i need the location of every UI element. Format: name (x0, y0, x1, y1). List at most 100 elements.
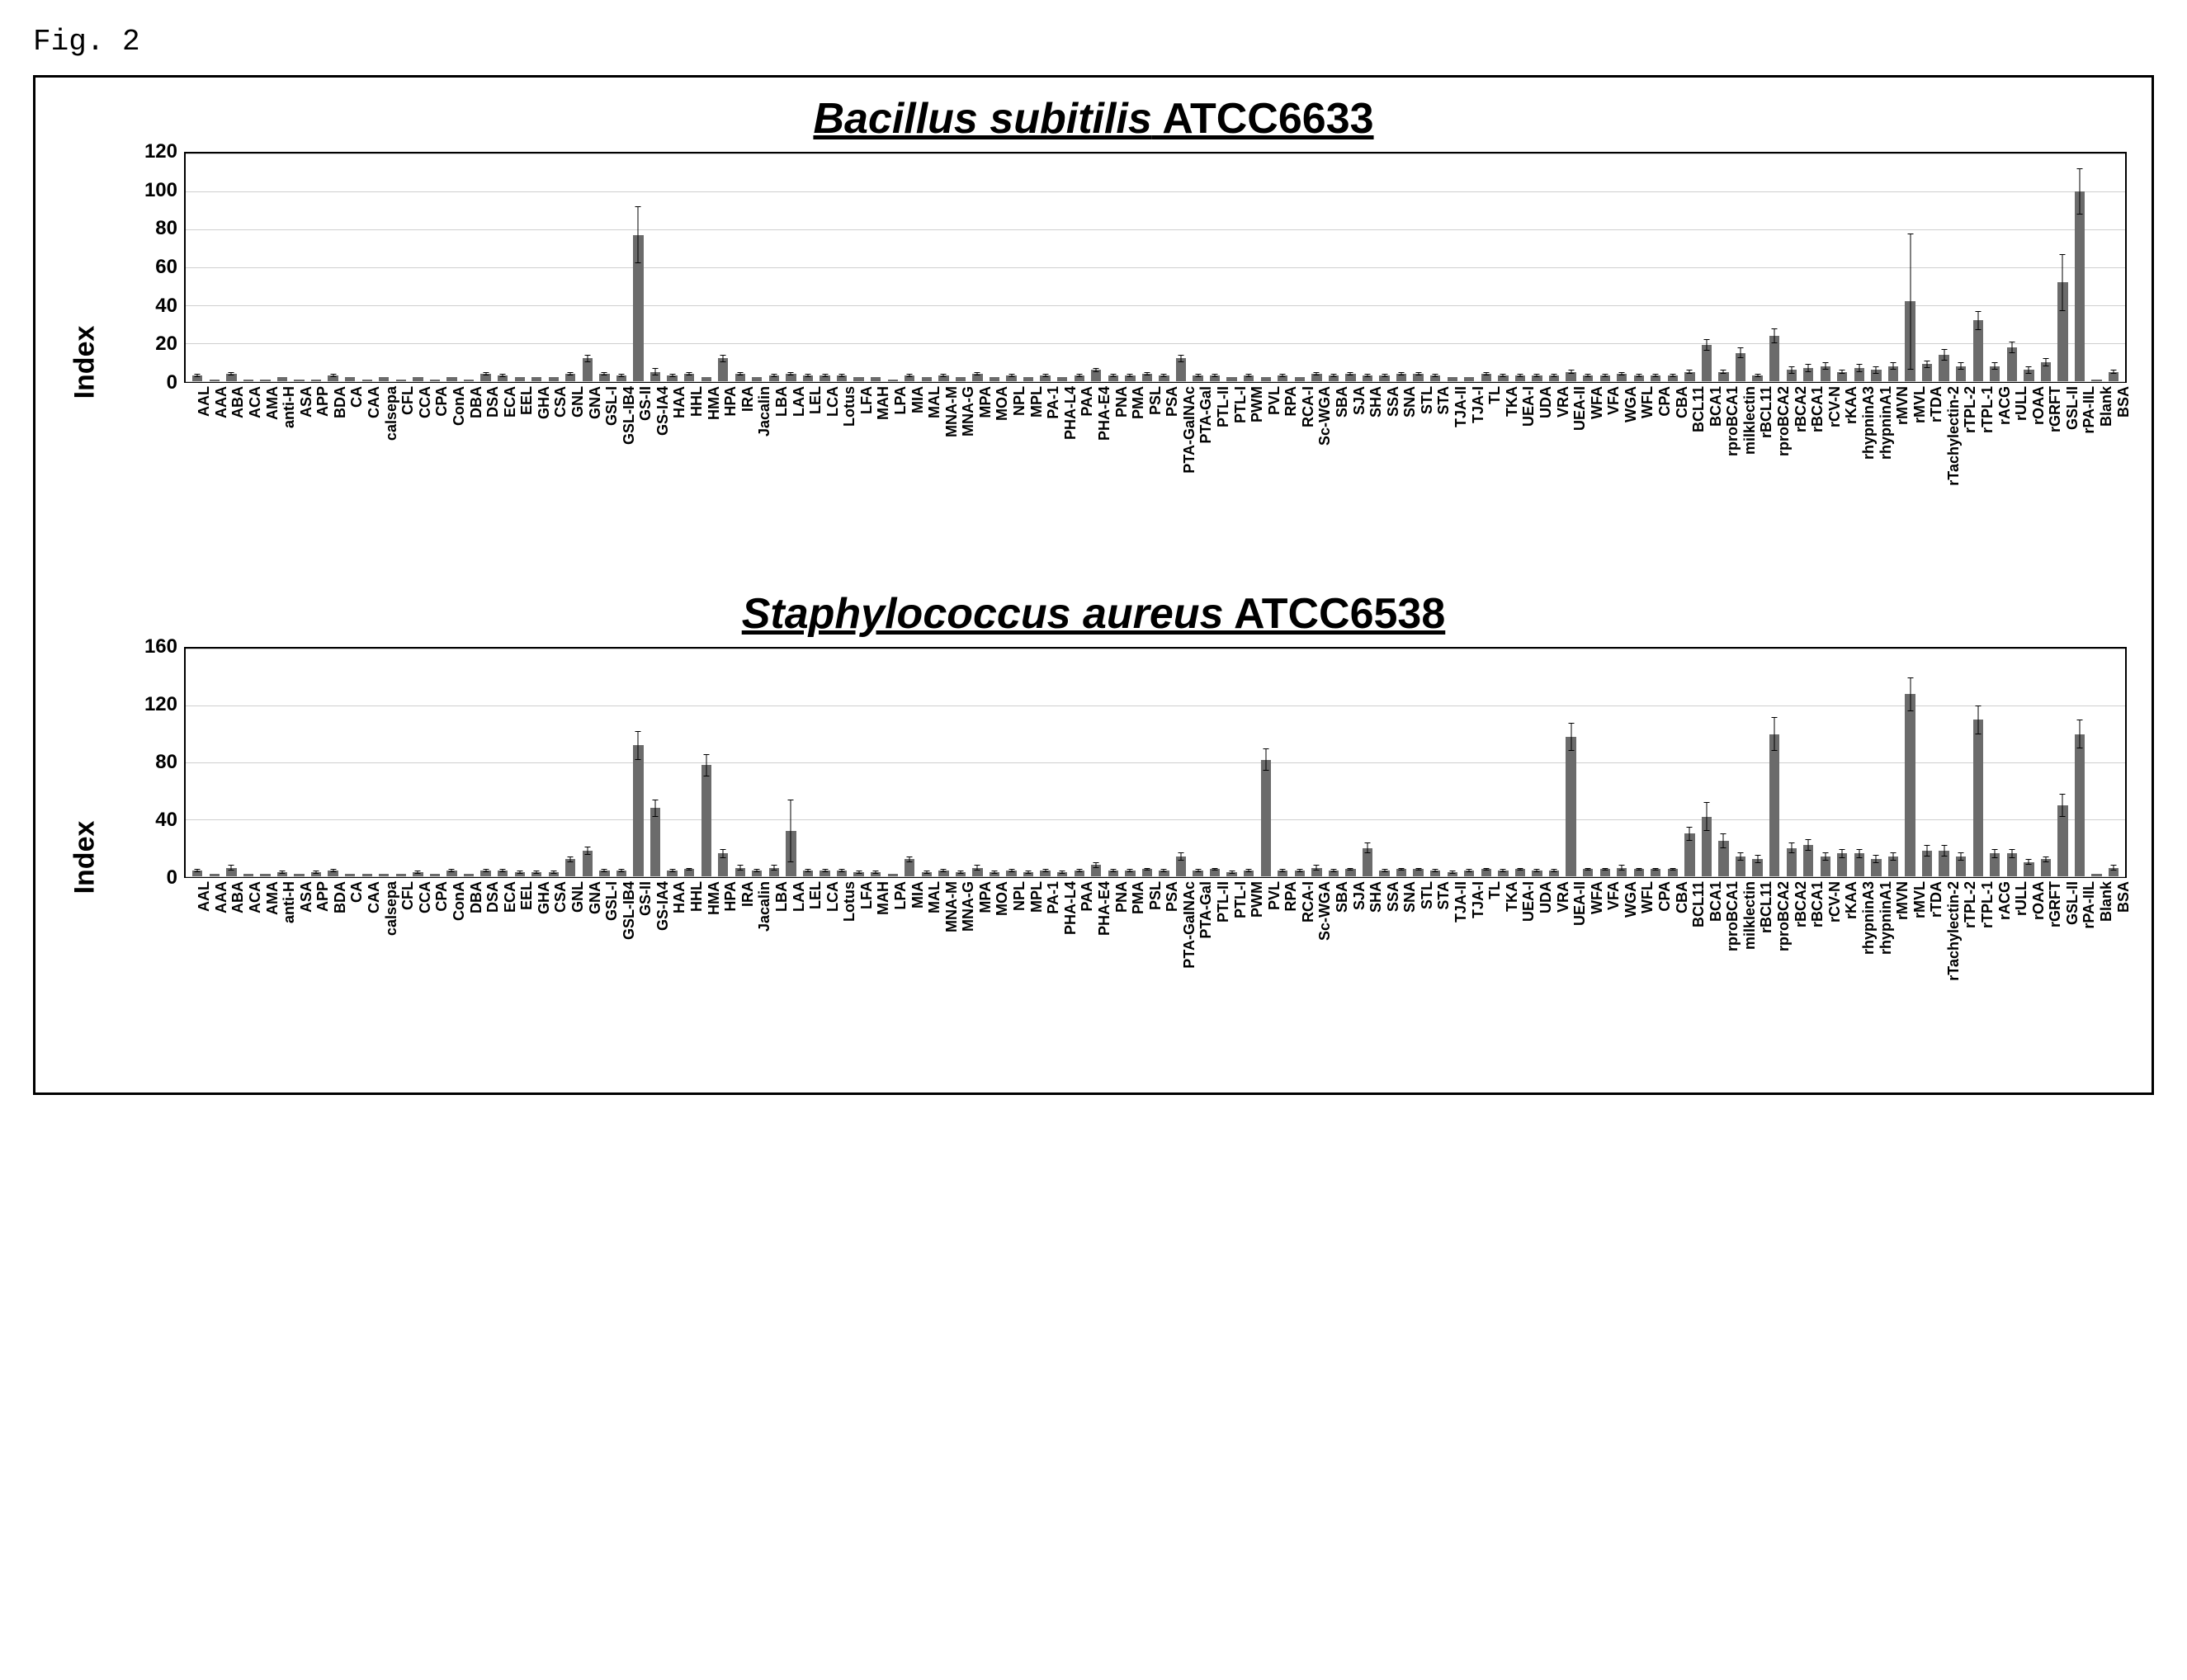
gridline (186, 876, 2125, 877)
x-label: rACG (1987, 383, 2005, 573)
x-label: DSA (476, 383, 494, 573)
bar (1223, 649, 1240, 876)
bar (1495, 649, 1512, 876)
bar (952, 153, 970, 381)
error-bar (773, 374, 774, 378)
x-label: UEA-II (1563, 383, 1580, 573)
x-label: CSA (544, 383, 561, 573)
bar (986, 649, 1004, 876)
error-bar (1876, 366, 1877, 374)
chart-title: Staphylococcus aureus ATCC6538 (60, 589, 2127, 639)
error-bar (1130, 869, 1131, 871)
error-bar (824, 869, 825, 871)
error-bar (1638, 374, 1639, 378)
error-bar (1112, 869, 1113, 871)
bar (816, 649, 834, 876)
bar (1274, 649, 1292, 876)
error-bar (1503, 374, 1504, 378)
bar (1223, 153, 1240, 381)
x-label: HPA (714, 878, 731, 1068)
error-bar (926, 871, 927, 873)
gridline (186, 381, 2125, 382)
bar (850, 649, 867, 876)
x-label: MOA (985, 383, 1003, 573)
bar (1800, 153, 1817, 381)
error-bar (1808, 364, 1809, 371)
bar (1969, 153, 1986, 381)
x-label: IRA (731, 878, 749, 1068)
x-label: WFA (1580, 878, 1597, 1068)
error-bar (1146, 372, 1147, 376)
bar (1766, 153, 1783, 381)
bar (562, 153, 579, 381)
x-label: PTA-GaINAc (1173, 878, 1190, 1068)
x-label: PSA (1155, 383, 1173, 573)
error-bar (1519, 374, 1520, 378)
x-label: WGA (1614, 383, 1632, 573)
x-label: SHA (1359, 878, 1377, 1068)
x-label: LAA (782, 878, 799, 1068)
x-label: ECA (493, 878, 510, 1068)
error-bar (2045, 857, 2046, 862)
error-bar (1519, 868, 1520, 871)
error-bar (1977, 706, 1978, 734)
x-label: GS-II (629, 878, 646, 1068)
bar (1630, 649, 1647, 876)
bar (1376, 153, 1393, 381)
bar (800, 153, 817, 381)
bar (1359, 649, 1377, 876)
x-label: anti-H (272, 878, 290, 1068)
bar (1342, 649, 1359, 876)
bar (1783, 153, 1800, 381)
x-label: rproBCA2 (1767, 383, 1784, 573)
bar (986, 153, 1004, 381)
bar (1596, 649, 1613, 876)
x-label: PTA-GaINAc (1173, 383, 1190, 573)
x-label: GSL-II (2056, 878, 2073, 1068)
bar (1749, 153, 1766, 381)
x-label: rMVL (1902, 383, 1920, 573)
x-label: PHA-E4 (1088, 878, 1105, 1068)
x-label: SSA (1376, 383, 1393, 573)
bar (901, 153, 919, 381)
error-bar (1231, 871, 1232, 873)
bar (1088, 649, 1105, 876)
bar (1817, 649, 1835, 876)
x-label: CAA (357, 383, 375, 573)
error-bar (1977, 311, 1978, 330)
bar (697, 153, 715, 381)
x-label: SJA (1342, 878, 1359, 1068)
bar (1749, 649, 1766, 876)
bar (867, 649, 885, 876)
x-label: WFL (1631, 878, 1648, 1068)
bar (1292, 649, 1309, 876)
x-label: rTPL-2 (1953, 383, 1971, 573)
bar (800, 649, 817, 876)
x-label: VRA (1546, 383, 1563, 573)
bar (1665, 649, 1682, 876)
x-label: LBA (765, 383, 782, 573)
bar (511, 649, 528, 876)
error-bar (757, 869, 758, 871)
bar (1665, 153, 1682, 381)
x-label: rPA-IIL (2072, 383, 2090, 573)
error-bar (604, 869, 605, 871)
bar (1443, 649, 1461, 876)
x-label: rBCL11 (1750, 878, 1767, 1068)
error-bar (1825, 852, 1826, 861)
error-bar (1723, 370, 1724, 374)
bar (1935, 649, 1953, 876)
x-label: CA (340, 383, 357, 573)
x-label: anti-H (272, 383, 290, 573)
error-bar (1622, 372, 1623, 376)
x-label: CFL (391, 383, 409, 573)
bar (1919, 153, 1936, 381)
error-bar (739, 865, 740, 871)
x-label: UEA-I (1512, 383, 1529, 573)
error-bar (1842, 370, 1843, 374)
error-bar (977, 372, 978, 376)
bar (1325, 649, 1343, 876)
bar (545, 153, 562, 381)
x-label: RCA-I (1292, 383, 1309, 573)
bar (1376, 649, 1393, 876)
